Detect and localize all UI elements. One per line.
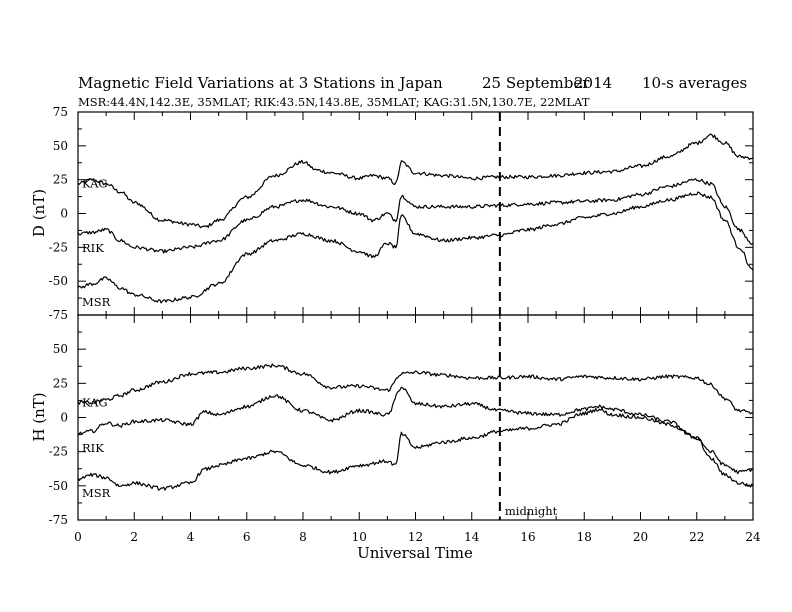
- x-tick-label: 2: [130, 530, 138, 544]
- chart-date: 25 September: [482, 74, 590, 92]
- y-tick-label: 0: [60, 411, 68, 425]
- x-tick-label: 14: [464, 530, 480, 544]
- x-tick-label: 16: [520, 530, 535, 544]
- y-tick-label: -25: [49, 445, 68, 459]
- x-tick-label: 10: [352, 530, 367, 544]
- chart-year: 2014: [574, 74, 612, 92]
- d-rik-label: RIK: [82, 241, 104, 255]
- h-axis-label: H (nT): [30, 392, 48, 441]
- station-coordinates: MSR:44.4N,142.3E, 35MLAT; RIK:43.5N,143.…: [78, 95, 590, 109]
- d-panel-frame: [77, 111, 754, 316]
- h-kag-trace: [77, 363, 754, 415]
- h-rik-label: RIK: [82, 441, 104, 455]
- x-tick-label: 22: [689, 530, 704, 544]
- x-tick-label: 12: [408, 530, 423, 544]
- y-tick-label: 50: [53, 342, 68, 356]
- h-msr-trace: [77, 407, 754, 491]
- d-axis-label: D (nT): [30, 189, 48, 237]
- x-tick-label: 0: [74, 530, 82, 544]
- y-tick-label: -75: [49, 513, 68, 527]
- h-rik-trace: [77, 386, 754, 475]
- x-tick-label: 4: [187, 530, 195, 544]
- chart-averaging: 10-s averages: [642, 74, 747, 92]
- h-panel-frame: [77, 314, 754, 521]
- x-tick-label: 24: [745, 530, 761, 544]
- d-rik-trace: [77, 178, 754, 254]
- d-msr-label: MSR: [82, 295, 111, 309]
- y-tick-label: -50: [49, 479, 68, 493]
- h-msr-label: MSR: [82, 486, 111, 500]
- y-tick-label: 50: [53, 139, 68, 153]
- d-msr-trace: [77, 191, 754, 304]
- x-tick-label: 20: [633, 530, 648, 544]
- x-tick-label: 8: [299, 530, 307, 544]
- x-axis-label: Universal Time: [357, 544, 473, 562]
- y-tick-label: -50: [49, 274, 68, 288]
- y-tick-label: -75: [49, 308, 68, 322]
- midnight-label: midnight: [505, 504, 558, 518]
- chart-title: Magnetic Field Variations at 3 Stations …: [78, 74, 443, 92]
- y-tick-label: 75: [53, 105, 68, 119]
- d-kag-trace: [77, 133, 754, 229]
- x-tick-label: 6: [243, 530, 251, 544]
- h-kag-label: KAG: [82, 395, 108, 409]
- y-tick-label: 25: [53, 376, 68, 390]
- x-tick-label: 18: [577, 530, 592, 544]
- y-tick-label: 0: [60, 207, 68, 221]
- y-tick-label: 25: [53, 173, 68, 187]
- d-kag-label: KAG: [82, 177, 108, 191]
- y-tick-label: -25: [49, 240, 68, 254]
